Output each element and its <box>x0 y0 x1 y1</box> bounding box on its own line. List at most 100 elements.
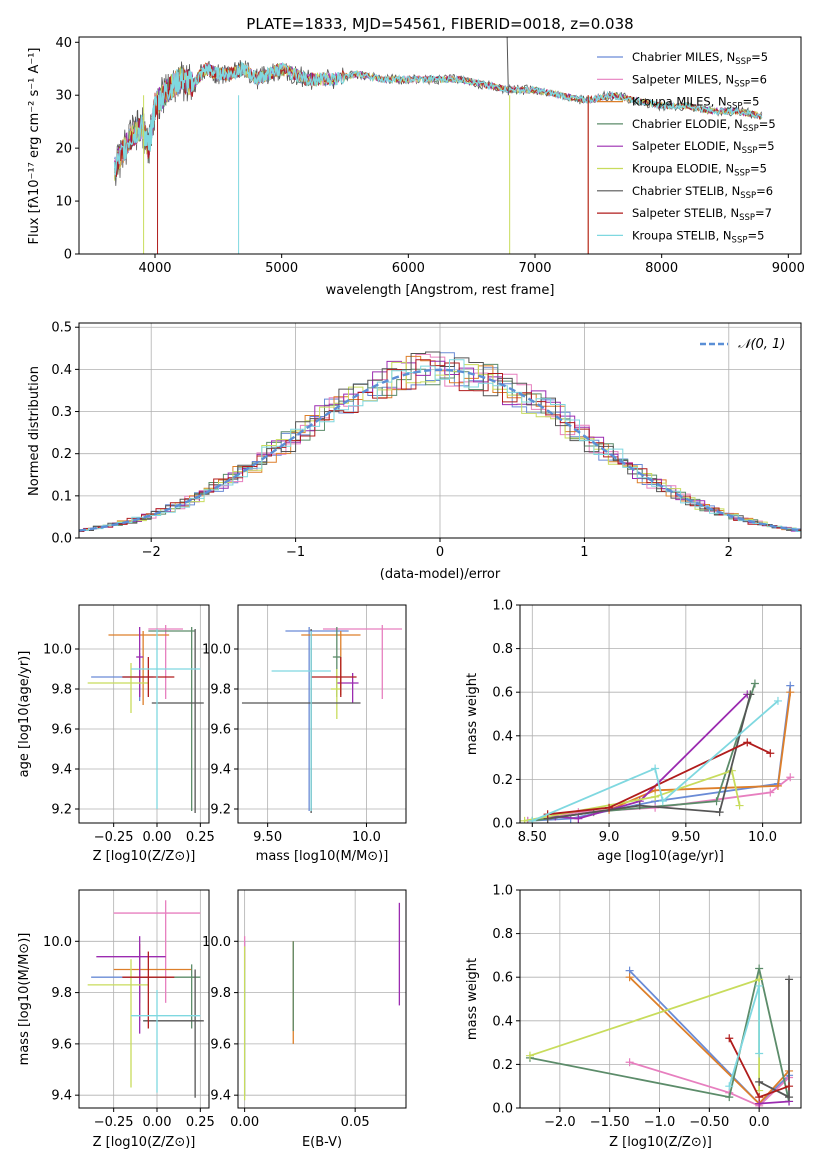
spectrum-spike <box>506 37 509 96</box>
parameter-panel: −0.25 0.00 0.25 9.2 9.4 9.6 9.8 10.0 Z [log10(Z/… <box>17 604 215 864</box>
legend-label: Kroupa ELODIE, NSSP=5 <box>632 162 767 179</box>
mass-weight-marker <box>520 816 529 823</box>
mass-weight-line <box>529 968 790 1102</box>
y-tick-label: 9.2 <box>210 803 231 818</box>
mass-weight-marker <box>785 975 794 984</box>
mass-weight-marker <box>786 773 795 782</box>
mass-weight-marker <box>746 690 755 699</box>
legend-label-sub: SSP <box>743 124 759 134</box>
legend-label-main: Chabrier MILES, N <box>632 50 735 64</box>
mass-weight-line <box>531 700 779 822</box>
legend-label-sub: SSP <box>742 146 758 156</box>
legend-label-sub: SSP <box>727 102 743 112</box>
y-tick-label: 10.0 <box>43 935 72 950</box>
parameter-panel: −0.25 0.00 0.25 9.4 9.6 9.8 10.0 Z [log10(Z/Z⊙)… <box>17 889 215 1150</box>
legend-label-tail: =5 <box>758 139 775 153</box>
mass-weight-marker <box>715 808 724 817</box>
panel-content <box>87 625 204 813</box>
x-tick-label: −2.0 <box>544 1115 576 1130</box>
parameter-panels: −0.25 0.00 0.25 9.2 9.4 9.6 9.8 10.0 Z [log10(Z/… <box>17 599 802 1150</box>
spectrum-plot: 4000 5000 6000 7000 8000 9000 0 10 20 30 40 wavele… <box>27 36 805 298</box>
spectrum-lines <box>113 37 763 254</box>
panel-ylabel: age [log10(age/yr)] <box>17 651 32 778</box>
y-tick-label: 0.2 <box>492 773 513 788</box>
mass-weight-line <box>759 1100 790 1105</box>
panel-xlabel: age [log10(age/yr)] <box>597 849 724 864</box>
x-tick-label: −0.25 <box>94 1115 134 1130</box>
panel-content <box>87 900 204 1098</box>
panel-xlabel: E(B-V) <box>302 1135 342 1150</box>
mass-weight-marker <box>725 1093 734 1102</box>
y-tick-label: 10.0 <box>43 643 72 658</box>
panel-ylabel: mass weight <box>465 958 480 1040</box>
x-tick-label: −0.50 <box>689 1115 729 1130</box>
mass-weight-marker <box>735 801 744 810</box>
legend-label-tail: =7 <box>755 206 772 220</box>
legend-label-sub: SSP <box>732 235 748 245</box>
mass-weight-marker <box>773 781 782 790</box>
mass-weight-marker <box>750 679 759 688</box>
panel-axes-frame <box>237 889 407 1109</box>
panel-axes-frame <box>78 889 210 1109</box>
mass-weight-marker <box>574 814 583 823</box>
mass-weight-marker <box>725 1034 734 1043</box>
legend-label-main: Kroupa STELIB, N <box>632 228 732 242</box>
panel-ylabel: mass weight <box>465 673 480 755</box>
x-tick-label: 0.00 <box>143 1115 172 1130</box>
legend-label-tail: =5 <box>750 162 767 176</box>
panel-content <box>243 902 401 1101</box>
figure-title: PLATE=1833, MJD=54561, FIBERID=0018, z=0… <box>246 15 633 33</box>
x-tick-label: 6000 <box>392 261 425 276</box>
spectrum-series-group <box>113 37 763 254</box>
parameter-panel: 9.50 10.0 9.2 9.4 9.6 9.8 10.0 mass [log10(M/M⊙… <box>202 604 407 864</box>
legend-label: Chabrier MILES, NSSP=5 <box>632 50 768 67</box>
legend-label-main: Chabrier ELODIE, N <box>632 117 743 131</box>
legend-label-sub: SSP <box>735 57 751 67</box>
y-tick-label: 0.3 <box>51 405 72 420</box>
y-tick-label: 0.4 <box>492 1014 513 1029</box>
mass-weight-marker <box>658 797 667 806</box>
mass-weight-marker <box>755 1077 764 1086</box>
panel-xlabel: Z [log10(Z/Z⊙)] <box>93 849 196 864</box>
panel-axes-frame <box>237 604 407 824</box>
mass-weight-line <box>524 769 741 822</box>
legend-label-main: Kroupa MILES, N <box>632 95 727 109</box>
panel-axes-frame <box>78 604 210 824</box>
panel-xlabel: Z [log10(Z/Z⊙)] <box>609 1135 712 1150</box>
x-tick-label: 0.05 <box>341 1115 370 1130</box>
mass-weight-line <box>532 683 756 822</box>
mass-weight-marker <box>525 1051 534 1060</box>
mass-weight-marker <box>625 973 634 982</box>
panel-content <box>520 679 795 823</box>
y-tick-label: 0.0 <box>492 1102 513 1117</box>
y-tick-label: 0.6 <box>492 686 513 701</box>
legend-label-main: Chabrier STELIB, N <box>632 184 740 198</box>
legend-label-main: Salpeter STELIB, N <box>632 206 739 220</box>
y-tick-label: 9.6 <box>210 723 231 738</box>
mass-weight-line <box>547 694 752 820</box>
y-tick-label: 9.6 <box>51 1037 72 1052</box>
mass-weight-marker <box>725 1082 734 1091</box>
legend-label: Chabrier STELIB, NSSP=6 <box>632 184 773 201</box>
y-tick-label: 10.0 <box>202 935 231 950</box>
legend-label-sub: SSP <box>740 191 756 201</box>
x-tick-label: 9.0 <box>599 830 620 845</box>
x-tick-label: 10.0 <box>352 830 381 845</box>
panel-xlabel: Z [log10(Z/Z⊙)] <box>93 1135 196 1150</box>
panel-content <box>525 964 794 1108</box>
histogram-xlabel: (data-model)/error <box>380 567 501 582</box>
x-tick-label: 0.00 <box>230 1115 259 1130</box>
x-tick-label: −2 <box>142 545 161 560</box>
legend-label: Chabrier ELODIE, NSSP=5 <box>632 117 776 134</box>
x-tick-label: 5000 <box>265 261 298 276</box>
y-tick-label: 9.4 <box>210 1089 231 1104</box>
legend-label: Salpeter MILES, NSSP=6 <box>632 72 767 89</box>
y-tick-label: 9.4 <box>210 763 231 778</box>
legend-label-tail: =6 <box>750 72 767 86</box>
y-tick-label: 9.2 <box>51 803 72 818</box>
legend-label-sub: SSP <box>734 169 750 179</box>
x-tick-label: 8000 <box>645 261 678 276</box>
mass-weight-marker <box>755 1049 764 1058</box>
legend-label-tail: =5 <box>751 50 768 64</box>
